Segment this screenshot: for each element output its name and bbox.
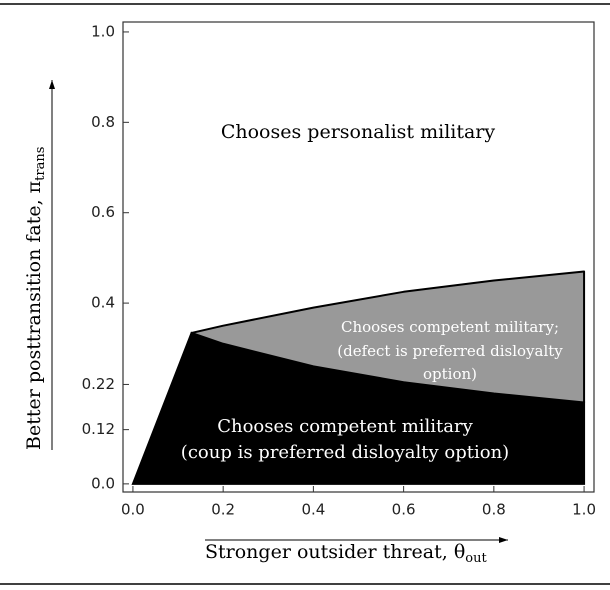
region-label: (defect is preferred disloyalty <box>337 342 563 360</box>
x-axis-label-sub: out <box>465 551 487 566</box>
x-tick-label: 0.8 <box>482 501 506 519</box>
x-axis-label-text: Stronger outsider threat, θ <box>205 541 465 563</box>
x-arrowhead <box>499 537 508 543</box>
x-tick-label: 0.0 <box>121 501 145 519</box>
y-axis-label: Better posttransition fate, πtrans <box>23 147 48 450</box>
x-tick-label: 1.0 <box>572 501 596 519</box>
y-tick-label: 0.8 <box>91 113 115 131</box>
y-tick-label: 0.6 <box>91 203 115 221</box>
region-defect <box>190 270 586 404</box>
x-tick-label: 0.6 <box>392 501 416 519</box>
x-tick-label: 0.4 <box>301 501 325 519</box>
y-axis-label-sub: trans <box>33 147 48 181</box>
x-axis-label: Stronger outsider threat, θout <box>205 541 487 566</box>
region-label: (coup is preferred disloyalty option) <box>181 442 509 463</box>
region-label: Chooses competent military; <box>341 318 559 336</box>
y-tick-label: 0.4 <box>91 294 115 312</box>
plot-frame <box>122 21 595 493</box>
region-label: option) <box>423 365 477 383</box>
y-arrowhead <box>49 80 55 89</box>
plot: 0.0 0.2 0.4 0.6 0.8 1.0 0.0 0.12 0.22 0.4 0.6 0.8 1.… <box>82 21 596 519</box>
region-label: Chooses personalist military <box>221 121 496 143</box>
y-tick-label: 0.0 <box>91 474 115 492</box>
x-tick-label: 0.2 <box>211 501 235 519</box>
y-axis-label-text: Better posttransition fate, π <box>23 181 45 450</box>
y-tick-label: 0.22 <box>82 375 115 393</box>
y-tick-label: 0.12 <box>82 420 115 438</box>
region-label: Chooses competent military <box>217 416 473 437</box>
y-tick-label: 1.0 <box>91 22 115 40</box>
